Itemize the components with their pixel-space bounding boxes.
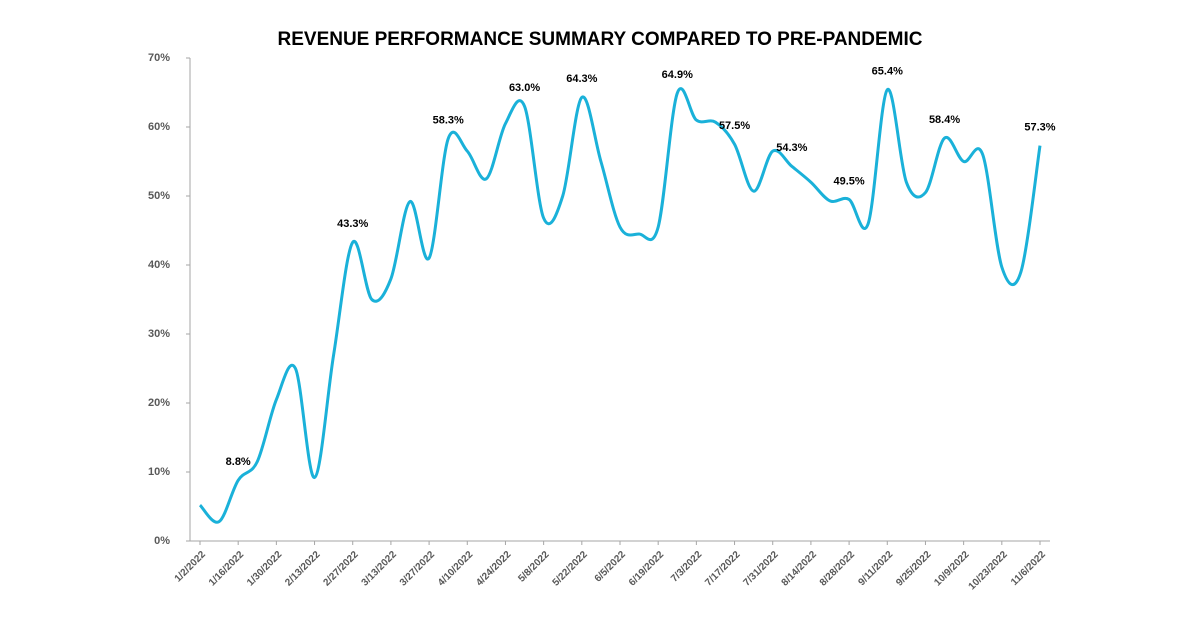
y-tick-label: 70% [148, 52, 170, 64]
x-tick-label: 5/8/2022 [516, 549, 552, 585]
data-label: 58.4% [929, 114, 960, 126]
chart-title: REVENUE PERFORMANCE SUMMARY COMPARED TO … [278, 29, 923, 50]
x-tick-label: 1/16/2022 [207, 549, 247, 589]
y-tick-label: 20% [148, 397, 170, 409]
x-tick-label: 8/14/2022 [780, 549, 820, 589]
data-label: 57.5% [719, 120, 750, 132]
data-label: 63.0% [509, 82, 540, 94]
x-tick-label: 5/22/2022 [551, 549, 591, 589]
data-label: 64.9% [662, 69, 693, 81]
x-tick-label: 6/5/2022 [593, 549, 629, 585]
line [198, 87, 1042, 524]
data-label: 8.8% [226, 456, 251, 468]
y-tick-label: 0% [154, 535, 170, 547]
data-label: 58.3% [433, 115, 464, 127]
data-label: 43.3% [337, 218, 368, 230]
x-tick-label: 4/24/2022 [474, 549, 514, 589]
x-tick-label: 9/25/2022 [894, 549, 934, 589]
x-tick-label: 10/9/2022 [932, 549, 972, 589]
x-tick-label: 1/30/2022 [245, 549, 285, 589]
y-tick-label: 30% [148, 328, 170, 340]
y-tick-label: 60% [148, 121, 170, 133]
x-tick-label: 9/11/2022 [856, 549, 895, 588]
x-tick-label: 7/31/2022 [741, 549, 781, 589]
x-tick-label: 3/27/2022 [398, 549, 438, 589]
x-tick-label: 6/19/2022 [627, 549, 667, 589]
x-tick-label: 7/17/2022 [703, 549, 743, 589]
x-tick-label: 7/3/2022 [669, 549, 705, 585]
x-tick-label: 1/2/2022 [173, 549, 209, 585]
data-label: 65.4% [872, 66, 903, 78]
y-tick-label: 50% [148, 190, 170, 202]
y-tick-label: 10% [148, 466, 170, 478]
data-label: 49.5% [833, 175, 864, 187]
x-tick-label: 3/13/2022 [360, 549, 400, 589]
y-tick-label: 40% [148, 259, 170, 271]
x-tick-label: 2/27/2022 [321, 549, 361, 589]
x-tick-label: 4/10/2022 [436, 549, 476, 589]
x-tick-label: 10/23/2022 [967, 549, 1010, 592]
data-label: 57.3% [1024, 122, 1055, 134]
data-label: 64.3% [566, 73, 597, 85]
data-label: 54.3% [776, 142, 807, 154]
x-tick-label: 8/28/2022 [818, 549, 858, 589]
x-tick-label: 2/13/2022 [283, 549, 323, 589]
x-tick-label: 11/6/2022 [1009, 549, 1048, 588]
